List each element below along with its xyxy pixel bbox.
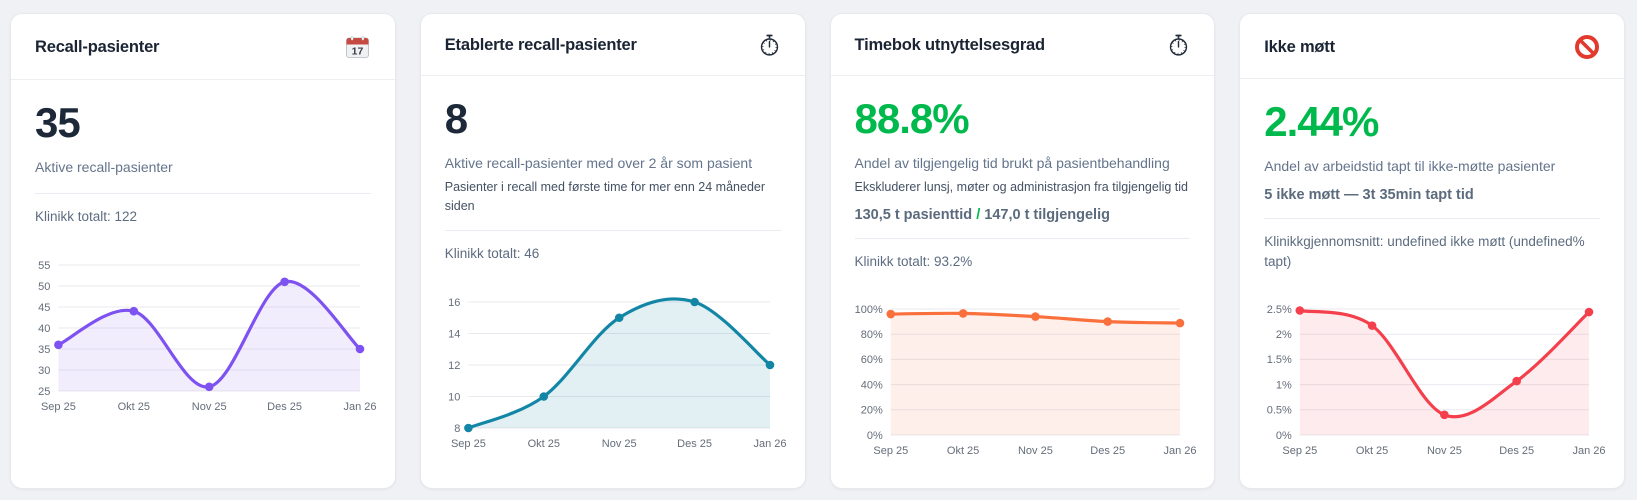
patient-hours: 130,5 t pasienttid	[854, 206, 973, 223]
svg-text:Des 25: Des 25	[267, 401, 302, 413]
card-body: 35 Aktive recall-pasienter Klinikk total…	[11, 80, 395, 441]
svg-text:16: 16	[448, 297, 460, 309]
svg-text:Des 25: Des 25	[1500, 445, 1535, 457]
metric-value: 88.8%	[854, 95, 970, 142]
svg-text:10: 10	[448, 391, 460, 403]
svg-text:40: 40	[38, 322, 50, 334]
svg-text:100%: 100%	[854, 304, 882, 316]
card-title: Etablerte recall-pasienter	[444, 36, 637, 54]
svg-text:1%: 1%	[1276, 379, 1292, 391]
stopwatch-icon	[758, 34, 781, 57]
svg-text:Nov 25: Nov 25	[192, 401, 227, 413]
svg-text:20%: 20%	[860, 405, 882, 417]
metric-description: Ekskluderer lunsj, møter og administrasj…	[854, 179, 1188, 194]
no-show-stats: 5 ikke møtt — 3t 35min tapt tid	[1264, 186, 1474, 203]
svg-text:0%: 0%	[1276, 430, 1292, 442]
metric-description: Pasienter i recall med første time for m…	[444, 179, 766, 213]
clinic-total: Klinikk totalt: 46	[444, 246, 540, 262]
svg-text:Sep 25: Sep 25	[451, 438, 486, 450]
divider	[444, 230, 781, 232]
svg-text:Okt 25: Okt 25	[1356, 445, 1388, 457]
metric-subtitle: Aktive recall-pasienter med over 2 år so…	[444, 155, 753, 172]
svg-text:60%: 60%	[860, 354, 882, 366]
utilization-trend-chart[interactable]: 0% 20% 40% 60% 80% 100% Sep 25 Okt 25 Nov 25 Des …	[854, 301, 1196, 461]
metric-subtitle: Andel av tilgjengelig tid brukt på pasie…	[854, 155, 1170, 172]
card-body: 2.44% Andel av arbeidstid tapt til ikke-…	[1240, 79, 1624, 485]
svg-text:8: 8	[454, 423, 460, 435]
svg-text:50: 50	[38, 280, 50, 292]
svg-text:0%: 0%	[866, 430, 882, 442]
card-header: Recall-pasienter 17	[11, 14, 395, 80]
clinic-total: Klinikk totalt: 93.2%	[854, 253, 973, 269]
svg-text:35: 35	[38, 343, 50, 355]
svg-text:Nov 25: Nov 25	[1017, 445, 1052, 457]
stopwatch-icon	[1167, 34, 1190, 57]
divider	[1264, 217, 1600, 219]
svg-text:0.5%: 0.5%	[1267, 405, 1292, 417]
card-etablerte-recall: Etablerte recall-pasienter 8 Aktive reca…	[419, 13, 806, 489]
card-ikke-mott: Ikke møtt 2.44% Andel av arbeidstid tapt…	[1239, 13, 1625, 489]
svg-text:Sep 25: Sep 25	[41, 401, 76, 413]
svg-text:55: 55	[38, 259, 50, 271]
svg-text:Okt 25: Okt 25	[527, 438, 559, 450]
svg-text:Jan 26: Jan 26	[1573, 445, 1606, 457]
stats-separator: /	[976, 206, 981, 223]
metric-value: 2.44%	[1264, 98, 1379, 145]
svg-text:Des 25: Des 25	[677, 438, 712, 450]
svg-text:12: 12	[448, 360, 460, 372]
svg-text:14: 14	[448, 328, 460, 340]
card-recall-pasienter: Recall-pasienter 17 35 Aktive recall-pas…	[10, 13, 396, 489]
available-hours: 147,0 t tilgjengelig	[984, 206, 1110, 223]
svg-text:Jan 26: Jan 26	[753, 438, 786, 450]
card-title: Recall-pasienter	[35, 38, 160, 56]
no-show-trend-chart[interactable]: 0% 0.5% 1% 1.5% 2% 2.5% Sep 25 Okt 25 Nov 25 Des …	[1264, 301, 1606, 461]
clinic-total: Klinikk totalt: 122	[35, 208, 138, 224]
calendar-icon: 17	[344, 34, 371, 61]
svg-text:Sep 25: Sep 25	[873, 445, 908, 457]
svg-text:80%: 80%	[860, 329, 882, 341]
svg-text:Nov 25: Nov 25	[1427, 445, 1462, 457]
clinic-average: Klinikkgjennomsnitt: undefined ikke møtt…	[1264, 233, 1585, 269]
metric-subtitle: Aktive recall-pasienter	[35, 159, 173, 176]
svg-text:40%: 40%	[860, 380, 882, 392]
card-title: Timebok utnyttelsesgrad	[854, 36, 1046, 54]
divider	[854, 237, 1191, 239]
card-header: Timebok utnyttelsesgrad	[830, 14, 1215, 76]
svg-text:Nov 25: Nov 25	[602, 438, 637, 450]
card-timebok-utnyttelsesgrad: Timebok utnyttelsesgrad 88.8% Andel av t…	[829, 13, 1216, 489]
metric-value: 35	[35, 99, 81, 146]
metric-value: 8	[444, 95, 468, 142]
recall-patients-trend-chart[interactable]: 25 30 35 40 45 50 55 Sep 25 Okt 25 Nov 25 Des 25 Ja…	[35, 257, 376, 417]
card-body: 8 Aktive recall-pasienter med over 2 år …	[421, 76, 805, 478]
svg-text:2%: 2%	[1276, 329, 1292, 341]
svg-text:30: 30	[38, 364, 50, 376]
card-header: Ikke møtt	[1240, 14, 1624, 79]
svg-text:Jan 26: Jan 26	[343, 401, 376, 413]
svg-text:Okt 25: Okt 25	[118, 401, 150, 413]
card-title: Ikke møtt	[1264, 37, 1335, 56]
svg-text:1.5%: 1.5%	[1267, 354, 1292, 366]
svg-text:Okt 25: Okt 25	[946, 445, 978, 457]
established-recall-trend-chart[interactable]: 8 10 12 14 16 Sep 25 Okt 25 Nov 25 Des 25 Jan 26	[445, 294, 786, 454]
hours-stats: 130,5 t pasienttid / 147,0 t tilgjengeli…	[855, 207, 1191, 223]
svg-text:2.5%: 2.5%	[1267, 304, 1292, 316]
card-body: 88.8% Andel av tilgjengelig tid brukt på…	[831, 76, 1215, 485]
card-header: Etablerte recall-pasienter	[420, 14, 805, 76]
no-entry-icon	[1574, 34, 1600, 60]
svg-text:Jan 26: Jan 26	[1163, 445, 1196, 457]
svg-text:25: 25	[38, 385, 50, 397]
svg-text:Sep 25: Sep 25	[1283, 445, 1318, 457]
calendar-day-number: 17	[351, 46, 363, 58]
metric-subtitle: Andel av arbeidstid tapt til ikke-møtte …	[1264, 158, 1556, 175]
svg-text:Des 25: Des 25	[1090, 445, 1125, 457]
divider	[35, 192, 371, 194]
svg-text:45: 45	[38, 301, 50, 313]
